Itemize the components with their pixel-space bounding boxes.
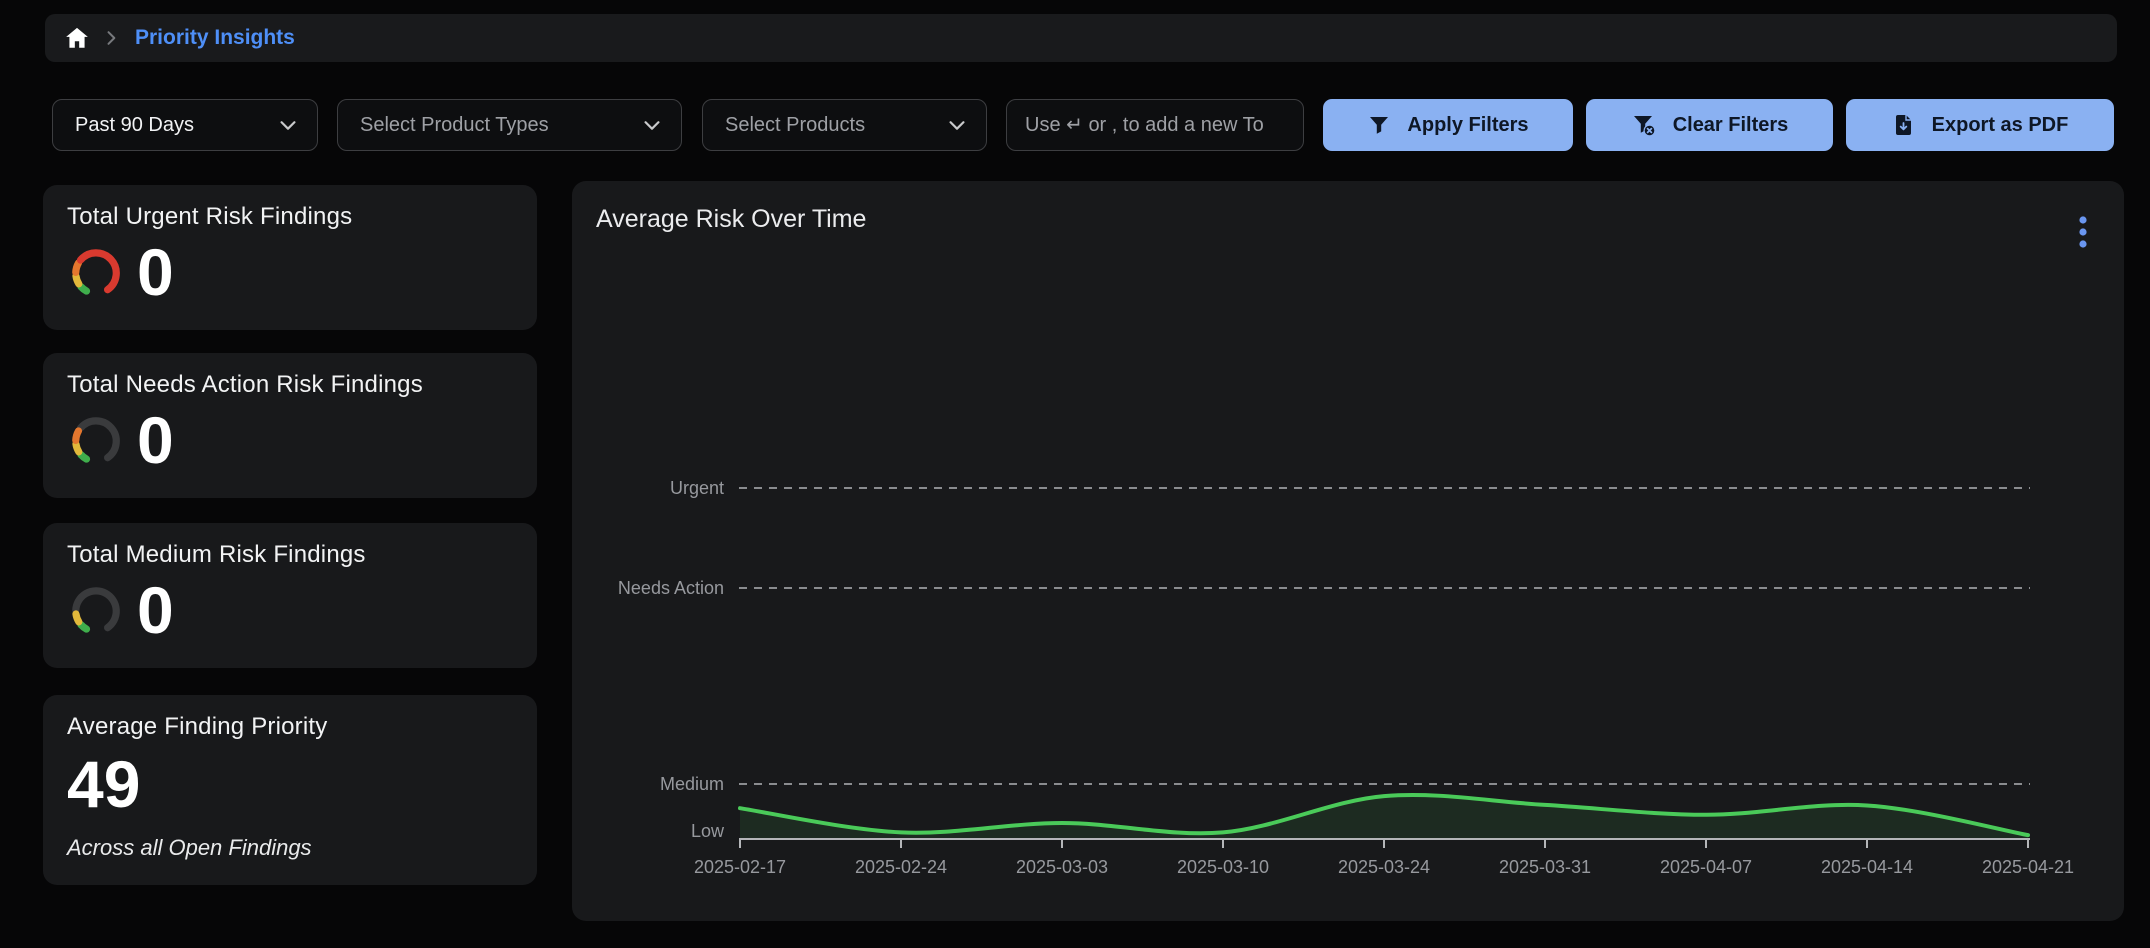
products-placeholder: Select Products: [725, 114, 865, 137]
export-pdf-label: Export as PDF: [1932, 114, 2069, 137]
gridlines: [739, 488, 2030, 784]
x-axis-label: 2025-03-10: [1177, 857, 1269, 877]
export-pdf-button[interactable]: Export as PDF: [1846, 99, 2114, 151]
y-axis-label: Urgent: [670, 478, 724, 498]
x-axis-label: 2025-03-24: [1338, 857, 1430, 877]
product-types-placeholder: Select Product Types: [360, 114, 549, 137]
clear-filters-button[interactable]: Clear Filters: [1586, 99, 1833, 151]
priority-insights-dashboard: Priority Insights Past 90 Days Select Pr…: [0, 0, 2150, 948]
stat-card-value: 0: [137, 577, 174, 643]
chevron-down-icon: [277, 114, 299, 136]
x-axis-label: 2025-04-07: [1660, 857, 1752, 877]
gauge-high-icon: [67, 245, 125, 299]
chevron-down-icon: [946, 114, 968, 136]
filter-icon: [1367, 113, 1391, 137]
chevron-right-icon: [101, 28, 121, 48]
stat-card-title: Total Needs Action Risk Findings: [67, 371, 513, 399]
stat-card-urgent: Total Urgent Risk Findings 0: [43, 185, 537, 330]
gauge-low-icon: [67, 583, 125, 637]
time-range-select[interactable]: Past 90 Days: [52, 99, 318, 151]
home-button[interactable]: [59, 20, 95, 56]
products-select[interactable]: Select Products: [702, 99, 987, 151]
product-types-select[interactable]: Select Product Types: [337, 99, 682, 151]
filter-x-icon: [1631, 112, 1657, 138]
apply-filters-label: Apply Filters: [1407, 114, 1528, 137]
risk-over-time-card: Average Risk Over Time UrgentNeeds Actio…: [572, 181, 2124, 921]
average-priority-value: 49: [67, 751, 513, 817]
x-axis-label: 2025-02-17: [694, 857, 786, 877]
x-axis-label: 2025-02-24: [855, 857, 947, 877]
x-axis-label: 2025-03-03: [1016, 857, 1108, 877]
stat-card-value: 0: [137, 407, 174, 473]
stat-card-needs-action: Total Needs Action Risk Findings 0: [43, 353, 537, 498]
stat-card-title: Total Urgent Risk Findings: [67, 203, 513, 231]
clear-filters-label: Clear Filters: [1673, 114, 1789, 137]
gauge-medium-icon: [67, 413, 125, 467]
x-axis-label: 2025-04-21: [1982, 857, 2074, 877]
time-range-value: Past 90 Days: [75, 114, 194, 137]
stat-card-medium: Total Medium Risk Findings 0: [43, 523, 537, 668]
y-axis-label: Needs Action: [618, 578, 724, 598]
x-axis-label: 2025-03-31: [1499, 857, 1591, 877]
average-priority-card: Average Finding Priority 49 Across all O…: [43, 695, 537, 885]
chevron-down-icon: [641, 114, 663, 136]
x-axis-label: 2025-04-14: [1821, 857, 1913, 877]
apply-filters-button[interactable]: Apply Filters: [1323, 99, 1573, 151]
stat-card-value: 0: [137, 239, 174, 305]
breadcrumb-page-title[interactable]: Priority Insights: [135, 26, 295, 50]
y-axis-label: Medium: [660, 774, 724, 794]
x-axis: [739, 839, 2030, 848]
stat-card-title: Total Medium Risk Findings: [67, 541, 513, 569]
file-download-icon: [1892, 113, 1916, 137]
home-icon: [64, 25, 90, 51]
risk-chart-svg: Urgent Needs Action Medium Low 2025-02-17 202…: [572, 181, 2124, 921]
breadcrumb: Priority Insights: [45, 14, 2117, 62]
tag-input[interactable]: [1006, 99, 1304, 151]
y-axis-label: Low: [691, 821, 725, 841]
average-priority-subtitle: Across all Open Findings: [67, 835, 513, 861]
average-priority-title: Average Finding Priority: [67, 713, 513, 741]
